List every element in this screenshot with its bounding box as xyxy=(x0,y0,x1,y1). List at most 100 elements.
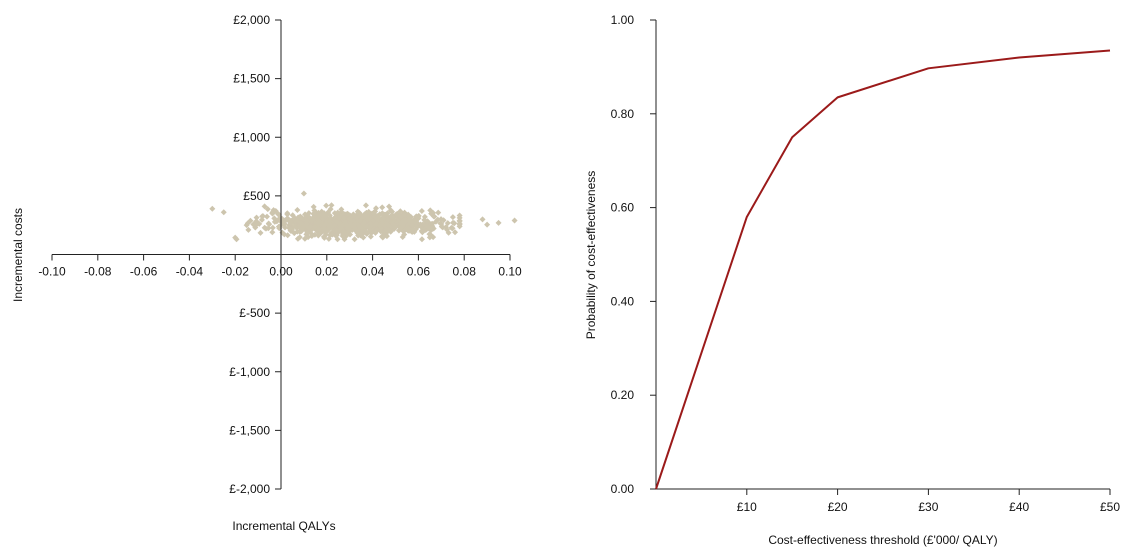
scatter-point xyxy=(326,218,333,225)
scatter-point xyxy=(333,232,340,239)
y-tick-label: £2,000 xyxy=(233,13,270,27)
scatter-point xyxy=(307,223,314,230)
scatter-point xyxy=(356,217,363,224)
scatter-point xyxy=(265,220,272,227)
scatter-point xyxy=(405,225,412,232)
scatter-point xyxy=(257,229,264,236)
scatter-point xyxy=(387,227,394,234)
scatter-point xyxy=(379,204,386,211)
scatter-point xyxy=(264,206,271,213)
scatter-point xyxy=(269,229,276,236)
y-tick-label: 0.60 xyxy=(611,201,635,215)
scatter-point xyxy=(311,224,318,231)
scatter-point xyxy=(428,210,435,217)
scatter-point xyxy=(393,211,400,218)
scatter-point xyxy=(354,229,361,236)
scatter-point xyxy=(291,216,298,223)
scatter-point xyxy=(389,208,396,215)
scatter-point xyxy=(400,211,407,218)
scatter-point xyxy=(275,211,282,218)
scatter-point xyxy=(382,211,389,218)
scatter-point xyxy=(351,236,358,243)
scatter-point xyxy=(263,213,270,220)
scatter-point xyxy=(351,225,358,232)
x-axis-title: Cost-effectiveness threshold (£'000/ QAL… xyxy=(768,533,997,547)
scatter-point xyxy=(370,210,377,217)
scatter-point xyxy=(432,218,439,225)
scatter-point xyxy=(435,209,442,216)
scatter-point xyxy=(451,220,458,227)
y-tick-label: £-1,000 xyxy=(229,365,270,379)
scatter-point xyxy=(384,222,391,229)
scatter-point xyxy=(355,210,362,217)
scatter-point xyxy=(452,229,459,236)
scatter-point xyxy=(355,222,362,229)
scatter-point xyxy=(351,212,358,219)
x-tick-label: £40 xyxy=(1009,500,1029,514)
scatter-point xyxy=(250,221,257,228)
scatter-point xyxy=(338,206,345,213)
scatter-point xyxy=(311,207,318,214)
scatter-point xyxy=(296,234,303,241)
scatter-point xyxy=(373,227,380,234)
scatter-point xyxy=(363,213,370,220)
x-tick-label: £30 xyxy=(918,500,938,514)
x-tick-label: 0.10 xyxy=(498,265,522,279)
scatter-point xyxy=(390,221,397,228)
x-tick-label: 0.06 xyxy=(407,265,431,279)
scatter-point xyxy=(333,218,340,225)
scatter-point xyxy=(309,216,316,223)
scatter-point xyxy=(334,209,341,216)
scatter-point xyxy=(232,234,239,241)
acceptability-curve-line xyxy=(655,49,1111,490)
scatter-point xyxy=(421,213,428,220)
scatter-point xyxy=(406,217,413,224)
scatter-point xyxy=(386,203,393,210)
scatter-point xyxy=(426,231,433,238)
scatter-point xyxy=(400,217,407,224)
scatter-point xyxy=(423,223,430,230)
scatter-point xyxy=(265,225,272,232)
y-tick-label: £1,000 xyxy=(233,130,270,144)
scatter-point xyxy=(271,218,278,225)
x-tick-label: -0.02 xyxy=(222,265,250,279)
scatter-point xyxy=(286,224,293,231)
scatter-point xyxy=(278,216,285,223)
y-tick-label: 0.80 xyxy=(611,107,635,121)
y-axis-ticks: £2,000 £1,500 £1,000 £500 £-500 £-1,000 £-1,50… xyxy=(229,13,281,496)
scatter-point xyxy=(418,236,425,243)
scatter-point xyxy=(304,228,311,235)
scatter-point xyxy=(291,230,298,237)
scatter-point xyxy=(398,224,405,231)
scatter-point xyxy=(245,226,252,233)
scatter-point xyxy=(294,206,301,213)
scatter-point xyxy=(298,215,305,222)
scatter-point xyxy=(275,223,282,230)
y-tick-label: £1,500 xyxy=(233,72,270,86)
scatter-point xyxy=(368,228,375,235)
scatter-point xyxy=(484,221,491,228)
x-axis-ticks: £10 £20 £30 £40 £50 xyxy=(737,489,1120,514)
scatter-point xyxy=(322,227,329,234)
scatter-point xyxy=(397,208,404,215)
x-tick-label: -0.06 xyxy=(130,265,158,279)
scatter-point xyxy=(456,217,463,224)
scatter-point xyxy=(365,208,372,215)
scatter-point xyxy=(301,235,308,242)
y-axis-title: Incremental costs xyxy=(11,208,25,302)
scatter-point xyxy=(343,232,350,239)
scatter-point xyxy=(333,227,340,234)
scatter-point xyxy=(495,219,502,226)
x-tick-label: £20 xyxy=(828,500,848,514)
scatter-point xyxy=(382,226,389,233)
scatter-point xyxy=(259,213,266,220)
scatter-point xyxy=(341,214,348,221)
scatter-point xyxy=(373,205,380,212)
y-axis-ticks: 0.00 0.20 0.40 0.60 0.80 1.00 xyxy=(611,13,656,496)
scatter-point xyxy=(430,234,437,241)
scatter-point xyxy=(334,236,341,243)
scatter-point xyxy=(315,212,322,219)
scatter-point xyxy=(253,221,260,228)
scatter-point xyxy=(449,214,456,221)
x-tick-label: -0.08 xyxy=(84,265,112,279)
